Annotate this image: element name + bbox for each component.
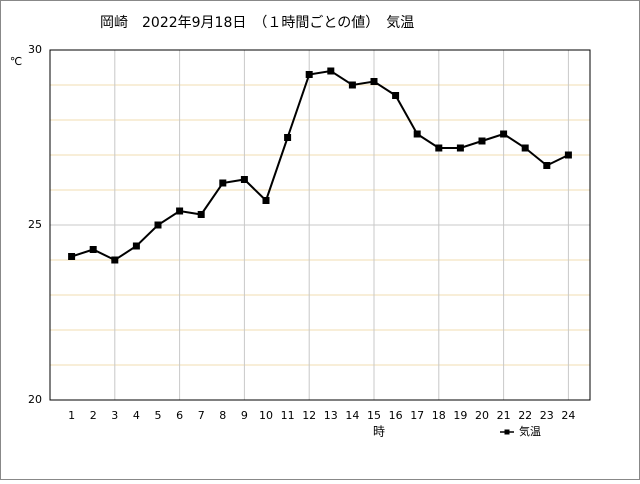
x-tick-label: 5 [155, 409, 162, 422]
x-tick-label: 17 [410, 409, 424, 422]
point [89, 246, 97, 253]
point [197, 211, 205, 218]
y-tick-label: 25 [28, 218, 42, 231]
x-tick-label: 4 [133, 409, 140, 422]
x-tick-label: 15 [367, 409, 381, 422]
x-tick-label: 13 [324, 409, 338, 422]
point [327, 67, 335, 75]
point [219, 179, 227, 187]
x-tick-label: 23 [540, 409, 554, 422]
x-tick-label: 9 [241, 409, 248, 422]
point [111, 256, 119, 264]
point [478, 137, 486, 145]
x-tick-label: 16 [389, 409, 403, 422]
x-tick-label: 20 [475, 409, 489, 422]
point [564, 151, 572, 159]
x-axis-label: 時 [373, 425, 385, 439]
y-tick-label: 20 [28, 393, 42, 406]
x-tick-label: 19 [453, 409, 467, 422]
point [154, 221, 162, 229]
plot-border [49, 49, 591, 401]
point [68, 253, 76, 260]
point [543, 162, 551, 169]
x-tick-label: 18 [432, 409, 446, 422]
point [305, 71, 313, 78]
x-tick-label: 3 [111, 409, 118, 422]
point [176, 207, 184, 215]
x-tick-label: 14 [345, 409, 359, 422]
point [132, 242, 140, 250]
point [500, 130, 508, 138]
x-tick-label: 12 [302, 409, 316, 422]
x-tick-label: 6 [176, 409, 183, 422]
line [71, 69, 569, 262]
point [413, 130, 421, 138]
point [456, 144, 464, 152]
y-axis-label: ℃ [10, 55, 22, 68]
x-tick-label: 22 [518, 409, 532, 422]
point [521, 144, 529, 152]
point [284, 134, 292, 141]
x-tick-label: 11 [281, 409, 295, 422]
point [240, 176, 248, 183]
x-tick-label: 8 [219, 409, 226, 422]
point [348, 81, 356, 89]
point [392, 92, 400, 99]
x-tick-label: 10 [259, 409, 273, 422]
chart-title: 岡崎 2022年9月18日 （１時間ごとの値） 気温 [100, 15, 414, 31]
x-tick-label: 1 [68, 409, 75, 422]
point [370, 78, 378, 85]
x-tick-label: 7 [198, 409, 205, 422]
x-tick-label: 21 [497, 409, 511, 422]
legend-label: 気温 [519, 424, 541, 438]
point [262, 197, 270, 204]
y-tick-label: 30 [28, 43, 42, 56]
x-tick-label: 2 [90, 409, 97, 422]
x-tick-label: 24 [561, 409, 575, 422]
point [435, 144, 443, 152]
legend-marker [504, 429, 510, 435]
